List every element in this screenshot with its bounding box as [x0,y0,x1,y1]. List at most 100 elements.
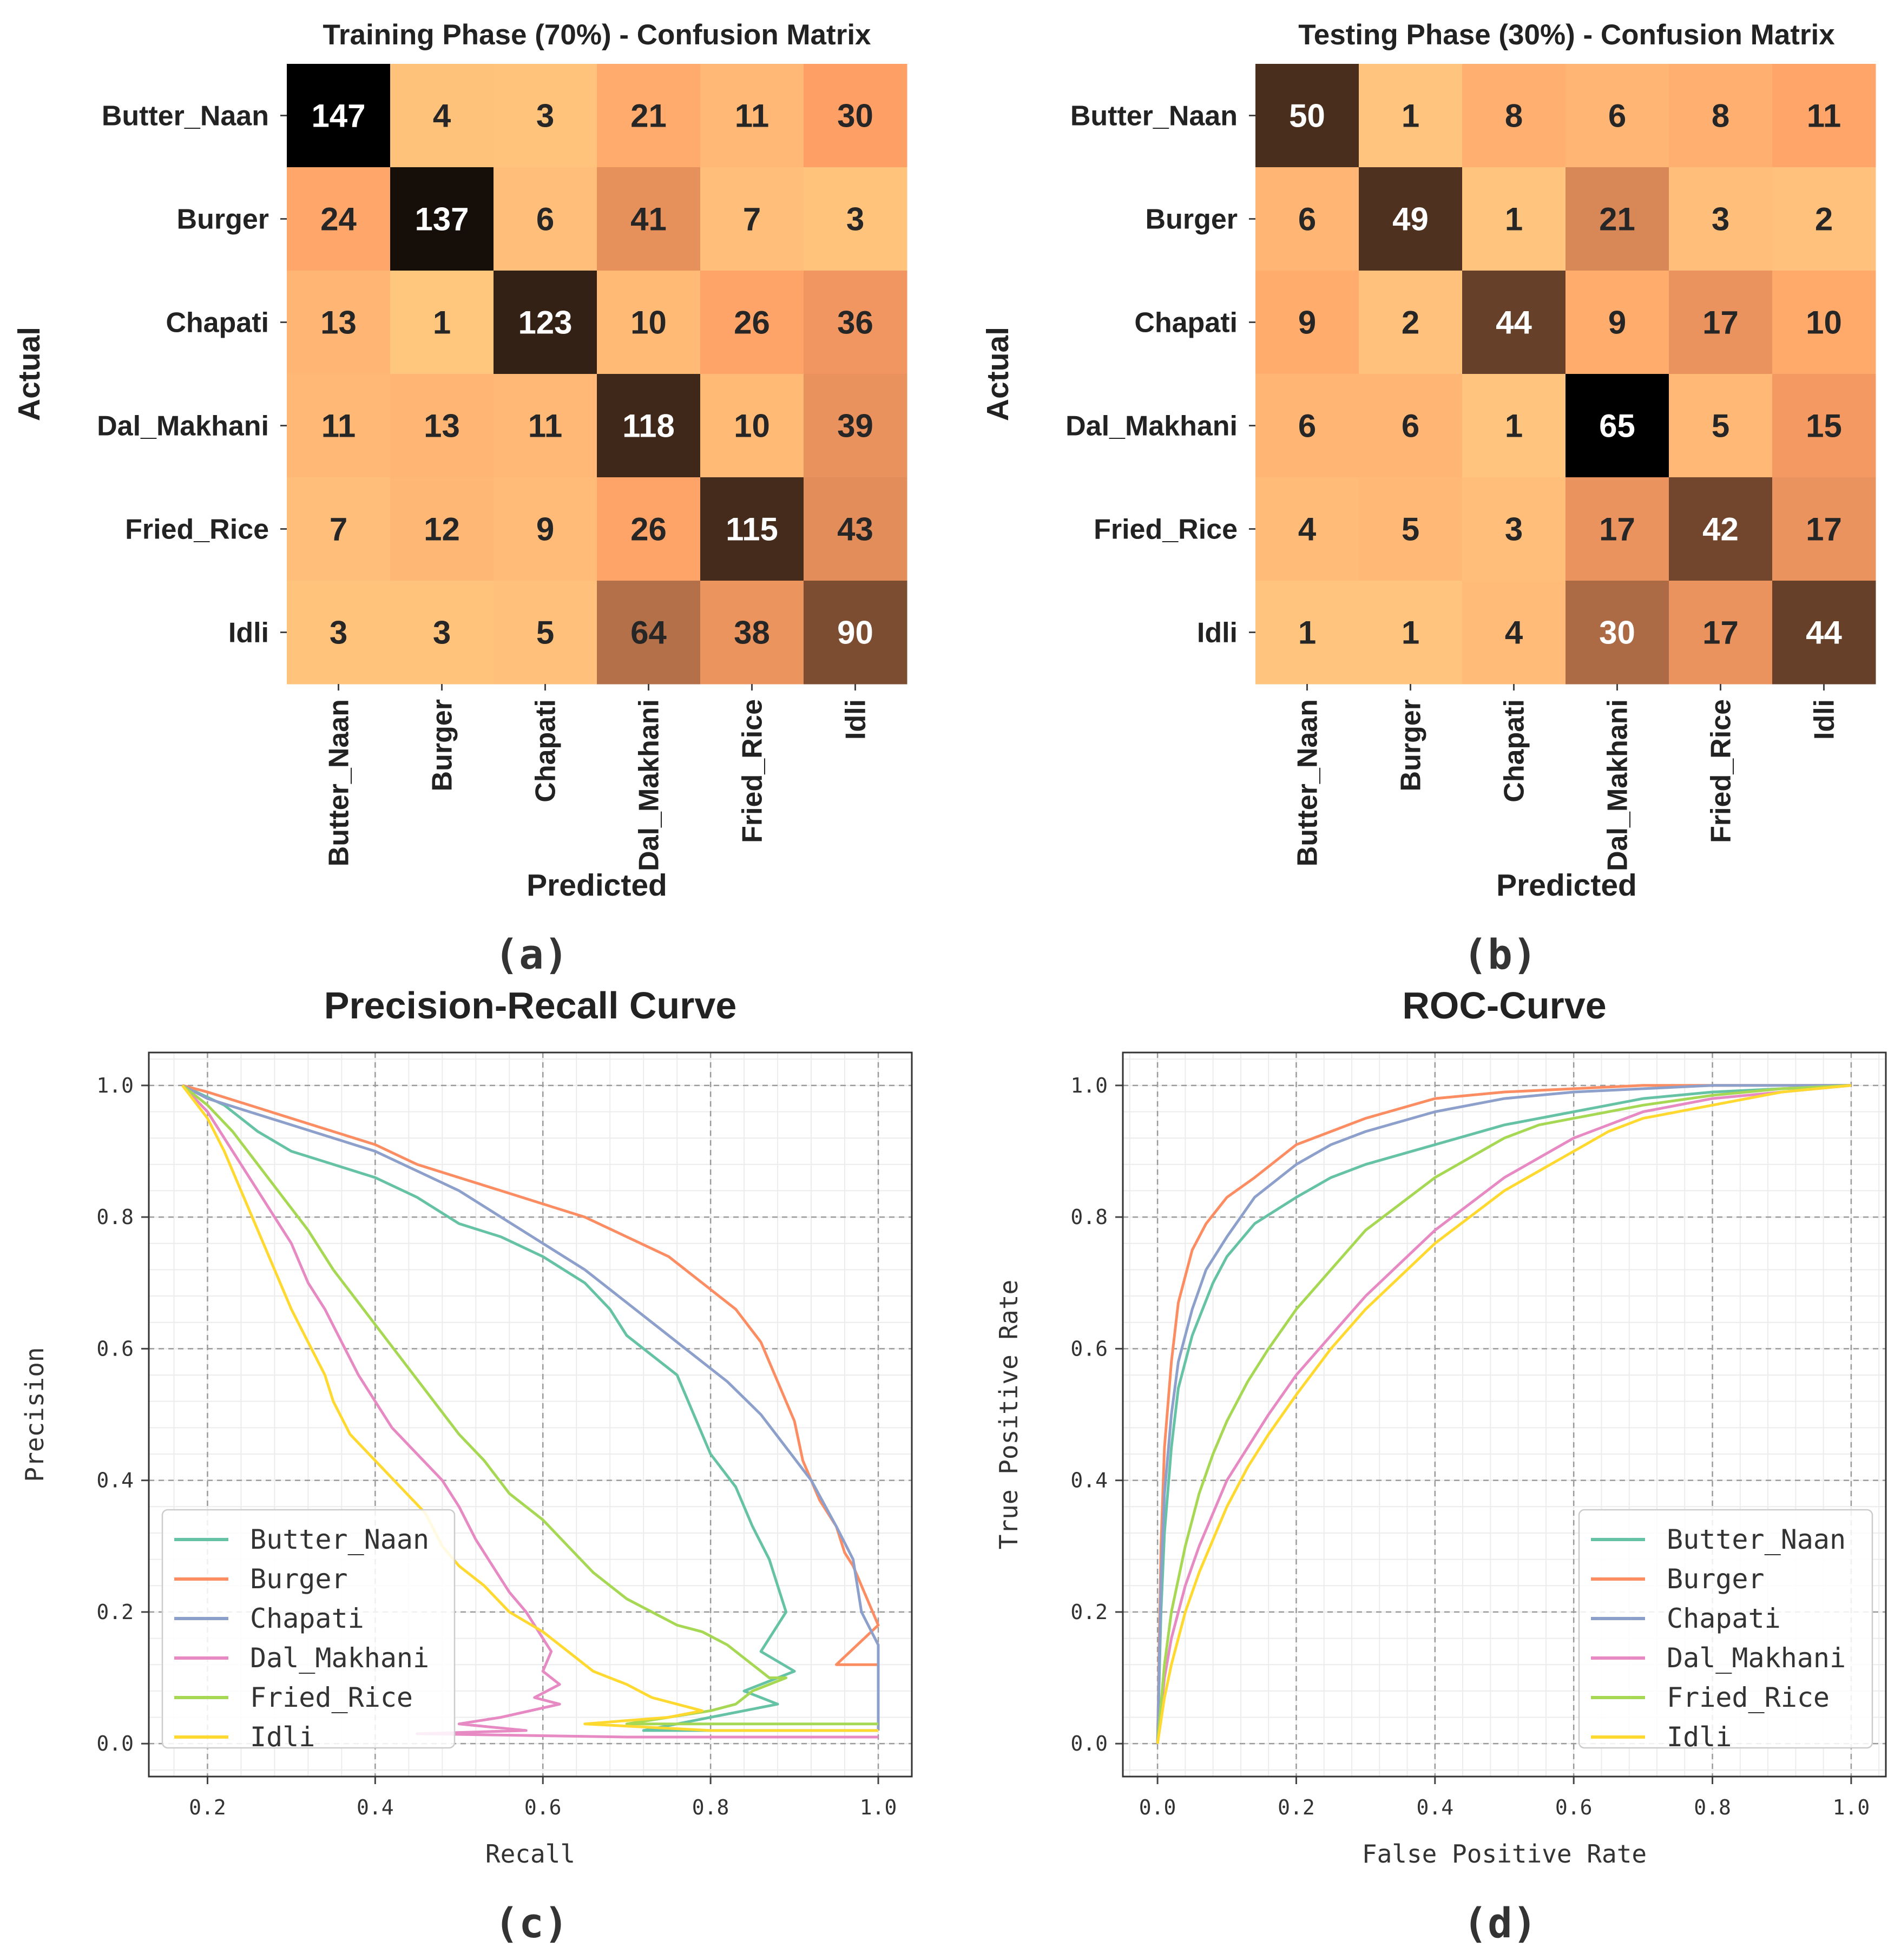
legend-label: Idli [250,1721,315,1753]
x-tick-label: 0.6 [1555,1795,1593,1819]
x-tick-label: 0.2 [189,1795,226,1819]
cm-cell [700,64,804,168]
series-line-butter-naan [1156,1084,1852,1744]
cm-cell-value: 6 [1298,201,1316,238]
cm-cell [1255,374,1359,478]
y-axis-label: True Positive Rate [994,1280,1023,1550]
legend-box [161,1509,456,1749]
cm-cell [1359,167,1463,271]
cm-col-label: Fried_Rice [1706,699,1737,843]
legend-label: Fried_Rice [1667,1682,1830,1713]
cm-col-label: Butter_Naan [1292,699,1324,866]
legend-label: Chapati [250,1603,364,1634]
cm-cell [390,64,494,168]
cm-title: Testing Phase (30%) - Confusion Matrix [1298,19,1835,51]
cm-cell-value: 6 [536,201,554,238]
cm-cell [287,581,391,685]
cm-cell [1462,271,1566,374]
precision-recall-plot: 0.2 0.4 0.6 0.8 1.0 0.0 0.2 0.4 0.6 0.8 1.0 Butter_… [20,984,913,1947]
cm-cell [1565,581,1669,685]
cm-row-label: Idli [1197,617,1238,649]
legend: Butter_Naan Burger Chapati Dal_Makhani Fried… [161,1509,456,1753]
cm-cell [390,477,494,581]
cm-cell-value: 5 [1402,511,1419,548]
panel-label: (a) [494,930,568,978]
cm-row-label: Dal_Makhani [1065,411,1238,442]
cm-row-label: Chapati [166,307,269,339]
cm-cell-value: 9 [1608,305,1626,341]
cm-cell-value: 6 [1298,408,1316,444]
cm-cell [597,271,701,374]
cm-cell-value: 2 [1815,201,1833,238]
plot-frame [1122,1051,1887,1778]
cm-cell [1462,167,1566,271]
x-axis-label: Recall [485,1839,575,1869]
y-tick-label: 0.4 [96,1469,134,1492]
panel-label: (b) [1463,930,1537,978]
cm-cell [597,64,701,168]
cm-cell [1462,64,1566,168]
cm-cell-value: 2 [1402,305,1419,341]
cm-ylabel: Actual [12,327,47,421]
cm-cell-value: 10 [1806,305,1842,341]
cm-cell [1565,167,1669,271]
legend-label: Butter_Naan [250,1524,429,1555]
cm-row-label: Dal_Makhani [97,411,269,442]
y-tick-label: 0.8 [96,1205,134,1229]
cm-cell-value: 9 [1298,305,1316,341]
cm-cell [1255,64,1359,168]
cm-cell-value: 10 [734,408,770,444]
cm-cell [804,271,907,374]
cm-cell [700,581,804,685]
cm-cell-value: 4 [1298,511,1317,548]
cm-cell [1359,581,1463,685]
cm-row-label: Burger [177,204,269,235]
y-tick-label: 1.0 [96,1074,134,1097]
cm-cell-value: 5 [536,615,554,651]
x-tick-label: 0.4 [357,1795,394,1819]
cm-cell [700,271,804,374]
cm-cell-value: 10 [630,305,667,341]
cm-row-label: Idli [228,617,269,649]
cm-cell [1359,271,1463,374]
y-tick-label: 0.2 [96,1600,134,1624]
cm-cell-value: 26 [734,305,770,341]
cm-col-label: Chapati [530,699,562,803]
cm-cell [1255,581,1359,685]
y-tick-label: 0.2 [1070,1600,1108,1624]
series-line-dal-makhani [181,1084,878,1739]
cm-cell-value: 1 [1505,201,1523,238]
cm-cell [494,374,597,478]
cm-cell [390,374,494,478]
cm-cell-value: 7 [330,511,347,548]
legend-label: Butter_Naan [1667,1524,1846,1555]
cm-cell [700,167,804,271]
cm-cell [390,167,494,271]
cm-cell [494,271,597,374]
cm-cell-value: 8 [1712,98,1729,134]
panel-label: (c) [494,1899,568,1947]
cm-cell-value: 50 [1289,98,1325,134]
x-tick-label: 0.4 [1416,1795,1453,1819]
x-tick-label: 0.6 [524,1795,562,1819]
panel-label: (d) [1463,1899,1537,1947]
cm-cell-value: 7 [743,201,761,238]
cm-cell [1462,581,1566,685]
series-line-fried-rice [1156,1084,1852,1744]
cm-title: Training Phase (70%) - Confusion Matrix [323,19,871,51]
cm-cell-value: 17 [1702,305,1739,341]
plot-title: Precision-Recall Curve [324,984,737,1027]
y-tick-label: 0.4 [1070,1469,1108,1492]
cm-cell-value: 41 [630,201,667,238]
legend-label: Dal_Makhani [1667,1642,1846,1674]
cm-cell-value: 6 [1402,408,1419,444]
cm-row-label: Fried_Rice [1094,514,1238,545]
cm-cell [700,374,804,478]
cm-xlabel: Predicted [1496,868,1637,903]
y-tick-label: 0.6 [1070,1337,1108,1360]
cm-cell [804,477,907,581]
cm-cell-value: 11 [321,408,356,444]
cm-cell [1772,64,1876,168]
cm-cell-value: 4 [433,98,451,134]
cm-cell-value: 26 [630,511,667,548]
